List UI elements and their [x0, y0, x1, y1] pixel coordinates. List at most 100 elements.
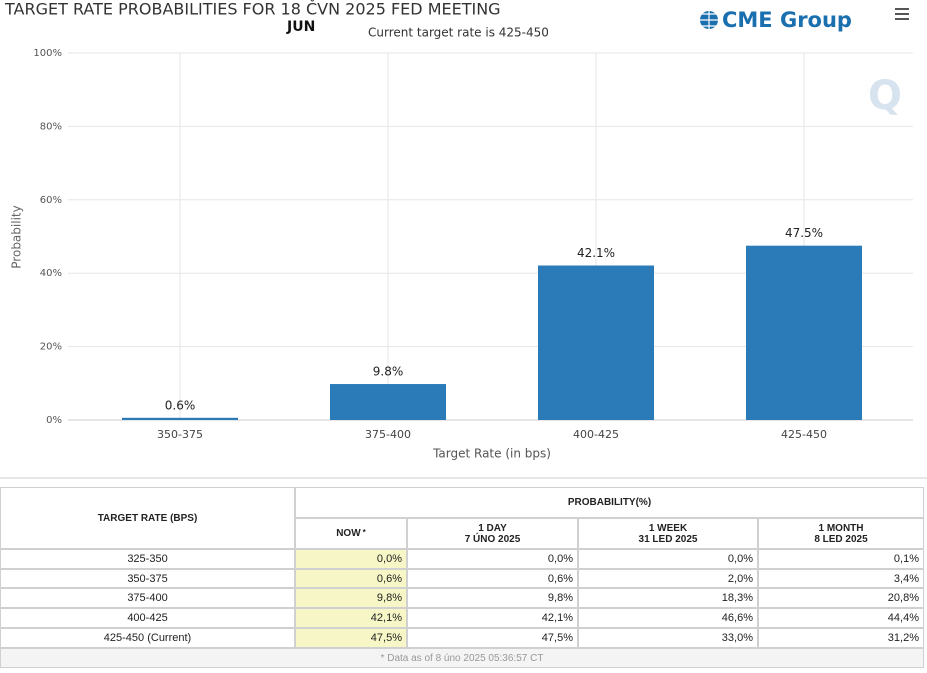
y-tick-label: 60% [40, 195, 62, 206]
rate-cell: 375-400 [0, 588, 295, 608]
probability-text: 33,0% [721, 632, 753, 644]
x-tick-label: 425-450 [781, 428, 827, 441]
row-header-cell: TARGET RATE (BPS) [0, 487, 295, 549]
probability-cell: 42,1% [407, 608, 578, 628]
rate-cell: 350-375 [0, 569, 295, 588]
probability-text: 0,6% [547, 572, 573, 585]
probability-cell: 0,1% [758, 549, 924, 569]
probability-cell: 3,4% [758, 569, 924, 588]
column-header-cell: 1 WEEK 31 LED 2025 [578, 518, 758, 549]
rate-text: 375-400 [127, 592, 168, 604]
probability-cell: 0,6% [407, 569, 578, 588]
probability-cell: 2,0% [578, 569, 758, 588]
probability-text: 18,3% [721, 592, 753, 604]
menu-icon[interactable] [895, 8, 909, 20]
logo-text: CME Group [722, 8, 852, 32]
probability-text: 42,1% [370, 612, 402, 624]
bar [122, 417, 238, 420]
probability-text: 9,8% [376, 592, 402, 604]
x-tick-label: 375-400 [365, 428, 411, 441]
probability-cell: 0,6% [295, 569, 407, 588]
y-tick-label: 100% [33, 48, 62, 59]
probability-cell: 9,8% [407, 588, 578, 608]
probability-cell: 9,8% [295, 588, 407, 608]
x-tick-label: 350-375 [157, 428, 203, 441]
rate-cell: 425-450 (Current) [0, 628, 295, 648]
watermark: Q [868, 73, 902, 119]
column-note: * [362, 528, 366, 537]
chart-title: TARGET RATE PROBABILITIES FOR 18 ČVN 202… [4, 0, 501, 19]
rate-text: 425-450 (Current) [103, 632, 192, 644]
probability-cell: 18,3% [578, 588, 758, 608]
y-tick-label: 40% [40, 268, 62, 279]
probability-text: 47,5% [541, 632, 573, 644]
probability-cell: 0,0% [407, 549, 578, 569]
annotation: Current target rate is 425-450 [368, 26, 549, 40]
x-axis-label: Target Rate (in bps) [432, 447, 551, 461]
probability-cell: 46,6% [578, 608, 758, 628]
probability-text: 3,4% [893, 572, 919, 585]
probability-text: 31,2% [887, 632, 919, 644]
column-title: 1 MONTH [818, 522, 864, 534]
probability-cell: 47,5% [407, 628, 578, 648]
probability-text: 0,0% [376, 553, 402, 565]
bar [746, 245, 862, 420]
bar [330, 384, 446, 420]
column-date: 8 LED 2025 [814, 533, 868, 545]
probability-text: 2,0% [727, 572, 753, 585]
probability-cell: 44,4% [758, 608, 924, 628]
probability-cell: 42,1% [295, 608, 407, 628]
probability-cell: 0,0% [578, 549, 758, 569]
probability-text: 46,6% [721, 612, 753, 624]
probability-cell: 33,0% [578, 628, 758, 648]
probability-cell: 31,2% [758, 628, 924, 648]
probability-text: 47,5% [370, 632, 402, 644]
probability-text: 9,8% [547, 592, 573, 604]
rate-text: 325-350 [127, 553, 168, 565]
column-title: NOW [336, 528, 361, 539]
probability-cell: 20,8% [758, 588, 924, 608]
bar [538, 265, 654, 420]
probability-text: 42,1% [541, 612, 573, 624]
rate-cell: 400-425 [0, 608, 295, 628]
logo-lines [700, 11, 718, 29]
y-axis-label: Probability [10, 205, 24, 268]
rate-text: 350-375 [127, 572, 168, 585]
logo: CME Group [700, 8, 852, 32]
column-header-cell: 1 DAY 7 ÚNO 2025 [407, 518, 578, 549]
probability-cell: 0,0% [295, 549, 407, 569]
probability-text: 0,1% [893, 553, 919, 565]
chart: TARGET RATE PROBABILITIES FOR 18 ČVN 202… [0, 0, 927, 479]
x-tick-label: 400-425 [573, 428, 619, 441]
footnote-cell: * Data as of 8 úno 2025 05:36:57 CT [0, 648, 924, 668]
value-label: 9.8% [373, 365, 404, 379]
value-label: 42.1% [577, 246, 615, 260]
probability-text: 0,6% [376, 572, 402, 585]
rate-text: 400-425 [127, 612, 168, 624]
y-tick-label: 0% [46, 415, 62, 426]
probability-text: 20,8% [887, 592, 919, 604]
y-tick-label: 80% [40, 121, 62, 132]
y-tick-label: 20% [40, 342, 62, 353]
group-header: PROBABILITY(%) [567, 497, 652, 508]
group-header-cell: PROBABILITY(%) [295, 487, 924, 518]
value-label: 47.5% [785, 226, 823, 240]
row-header: TARGET RATE (BPS) [97, 512, 198, 524]
column-title: 1 DAY [478, 522, 507, 534]
column-header-cell: NOW * [295, 518, 407, 549]
probability-cell: 47,5% [295, 628, 407, 648]
column-title: 1 WEEK [648, 522, 688, 534]
value-label: 0.6% [165, 398, 196, 412]
menu-button[interactable] [893, 5, 911, 23]
probability-text: 0,0% [727, 553, 753, 565]
footnote: * Data as of 8 úno 2025 05:36:57 CT [380, 652, 544, 664]
probability-text: 44,4% [887, 612, 919, 624]
rate-cell: 325-350 [0, 549, 295, 569]
probability-text: 0,0% [547, 553, 573, 565]
chart-subtitle: JUN [286, 19, 315, 35]
column-header-cell: 1 MONTH 8 LED 2025 [758, 518, 924, 549]
column-date: 31 LED 2025 [638, 533, 698, 545]
column-date: 7 ÚNO 2025 [464, 533, 521, 545]
